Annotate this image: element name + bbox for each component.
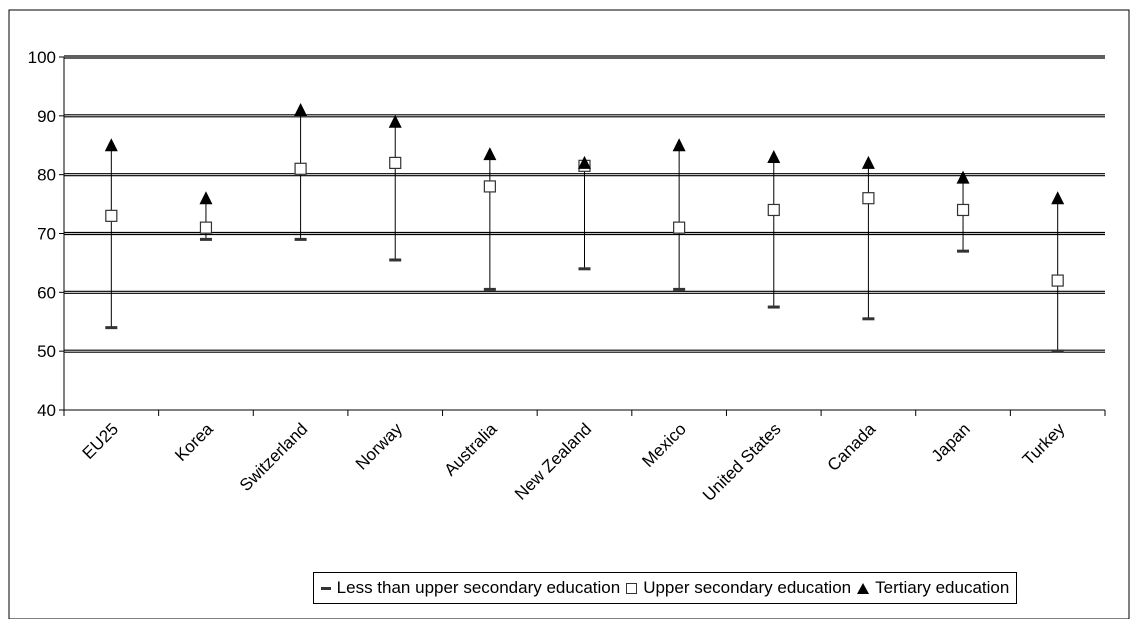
axes [59,56,1106,416]
tertiary-marker [483,147,497,161]
legend: Less than upper secondary education Uppe… [313,572,1017,604]
dash-marker-icon [320,586,331,590]
legend-item-less-than-upper-secondary: Less than upper secondary education [320,578,621,598]
y-tick-label: 90 [37,107,56,126]
upper-secondary-marker [483,180,496,193]
less-than-upper-secondary-marker [578,267,591,271]
tertiary-marker [956,170,970,184]
upper-secondary-marker [105,209,118,222]
less-than-upper-secondary-marker [294,237,307,241]
square-marker-icon [626,582,638,594]
tertiary-marker [578,155,591,169]
legend-label: Tertiary education [875,578,1010,597]
legend-label: Upper secondary education [643,578,852,597]
y-tick-label: 40 [37,401,56,420]
tertiary-marker [672,138,686,152]
tertiary-marker [199,191,213,205]
upper-secondary-marker [389,156,402,169]
y-tick-label: 50 [37,342,56,361]
tertiary-marker [767,150,781,164]
triangle-marker-icon [857,582,870,594]
y-tick-labels: 40 50 60 70 80 90 100 [28,48,56,420]
y-tick-label: 60 [37,283,56,302]
upper-secondary-marker [956,203,970,217]
less-than-upper-secondary-marker [105,326,118,330]
less-than-upper-secondary-marker [389,258,402,262]
legend-label: Less than upper secondary education [336,578,621,597]
tertiary-marker [294,102,308,116]
upper-secondary-marker [673,221,686,234]
y-tick-label: 100 [28,48,56,67]
less-than-upper-secondary-marker [767,305,780,309]
upper-secondary-marker [294,162,307,175]
less-than-upper-secondary-marker [957,249,970,253]
tertiary-marker [104,138,118,152]
upper-secondary-marker [767,203,780,217]
upper-secondary-marker [1051,274,1064,287]
upper-secondary-marker [199,221,213,234]
chart-frame [8,9,1130,620]
data-markers [104,102,1065,353]
upper-secondary-marker [862,192,875,205]
less-than-upper-secondary-marker [199,237,212,241]
y-tick-label: 80 [37,166,56,185]
legend-item-tertiary: Tertiary education [857,578,1009,598]
y-tick-label: 70 [37,225,56,244]
less-than-upper-secondary-marker [862,317,875,321]
tertiary-marker [1051,191,1065,205]
less-than-upper-secondary-marker [1051,349,1064,353]
less-than-upper-secondary-marker [673,287,686,291]
tertiary-marker [861,155,875,169]
legend-item-upper-secondary: Upper secondary education [626,578,851,598]
tertiary-marker [388,114,402,128]
less-than-upper-secondary-marker [483,287,496,291]
